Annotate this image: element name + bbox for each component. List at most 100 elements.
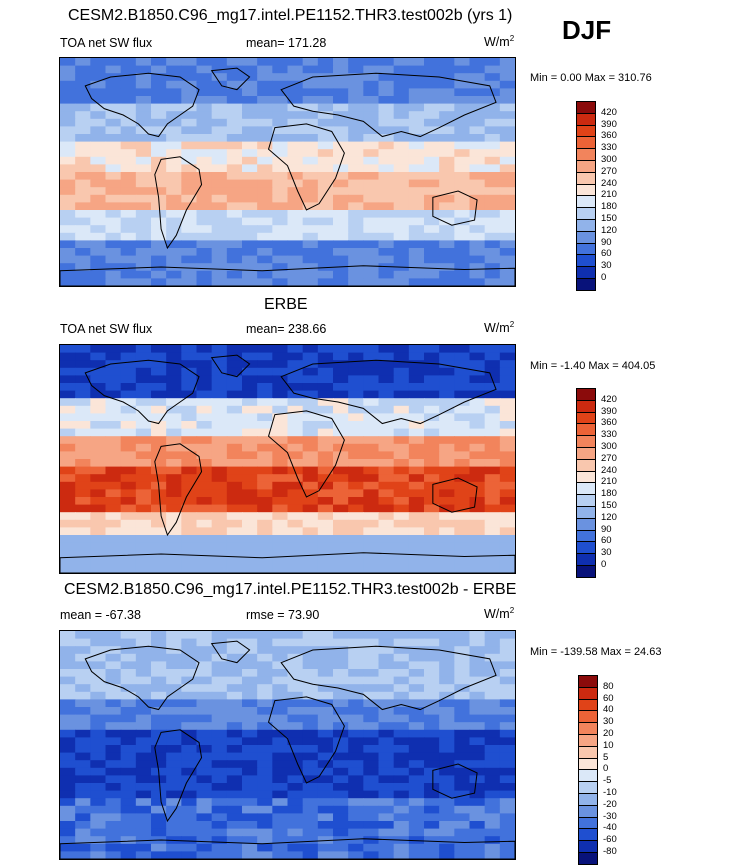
field-cell	[226, 481, 243, 491]
field-cell	[257, 217, 273, 226]
field-cell	[484, 217, 501, 226]
field-cell	[499, 111, 515, 120]
field-cell	[408, 565, 425, 573]
field-cell	[317, 813, 334, 822]
field-cell	[348, 565, 364, 573]
field-cell	[499, 225, 515, 234]
field-cell	[363, 459, 380, 468]
field-cell	[408, 352, 425, 361]
field-cell	[348, 459, 364, 468]
field-cell	[333, 783, 349, 792]
field-cell	[424, 669, 440, 678]
field-cell	[317, 459, 334, 468]
field-cell	[317, 126, 334, 135]
field-cell	[257, 691, 273, 701]
field-cell	[499, 232, 515, 242]
field-cell	[105, 459, 122, 468]
field-cell	[424, 225, 440, 234]
field-cell	[302, 240, 319, 249]
field-cell	[196, 669, 213, 678]
field-cell	[135, 745, 152, 754]
field-cell	[424, 179, 440, 188]
field-cell	[242, 225, 258, 234]
field-cell	[287, 390, 304, 399]
field-cell	[317, 390, 334, 399]
field-cell	[469, 436, 486, 445]
field-cell	[348, 103, 364, 112]
field-cell	[393, 729, 410, 739]
field-cell	[90, 783, 107, 792]
field-cell	[439, 767, 455, 777]
field-cell	[151, 798, 167, 807]
field-cell	[272, 179, 289, 188]
field-cell	[181, 405, 198, 415]
field-cell	[287, 676, 304, 685]
field-cell	[393, 565, 410, 573]
field-cell	[302, 504, 319, 513]
field-cell	[60, 149, 76, 158]
field-cell	[60, 745, 76, 754]
field-cell	[439, 179, 455, 188]
field-cell	[439, 527, 455, 536]
field-cell	[242, 836, 258, 845]
field-cell	[378, 375, 395, 384]
field-cell	[484, 565, 501, 573]
field-cell	[302, 676, 319, 685]
field-cell	[75, 557, 91, 567]
field-cell	[287, 428, 304, 437]
field-cell	[424, 707, 440, 716]
field-cell	[135, 202, 152, 211]
field-cell	[378, 352, 395, 361]
field-cell	[120, 194, 137, 204]
field-cell	[484, 722, 501, 731]
field-cell	[60, 542, 76, 551]
field-cell	[196, 459, 213, 468]
panel-model-units: W/m2	[484, 34, 515, 50]
field-cell	[363, 352, 380, 361]
field-cell	[499, 156, 515, 166]
field-cell	[120, 653, 137, 663]
field-cell	[439, 459, 455, 468]
field-cell	[196, 481, 213, 491]
field-cell	[333, 248, 349, 257]
field-cell	[439, 707, 455, 716]
field-cell	[211, 263, 228, 272]
field-cell	[317, 661, 334, 670]
field-cell	[499, 421, 515, 430]
field-cell	[90, 813, 107, 822]
field-cell	[151, 565, 167, 573]
field-cell	[302, 512, 319, 521]
field-cell	[196, 390, 213, 399]
field-cell	[333, 466, 349, 475]
field-cell	[105, 210, 122, 219]
field-cell	[348, 436, 364, 445]
field-cell	[454, 497, 471, 506]
field-cell	[499, 836, 515, 845]
field-cell	[242, 398, 258, 407]
field-cell	[166, 631, 182, 640]
field-cell	[333, 149, 349, 158]
field-cell	[151, 134, 167, 143]
field-cell	[120, 225, 137, 234]
field-cell	[287, 58, 304, 67]
field-cell	[226, 73, 243, 82]
field-cell	[242, 278, 258, 286]
field-cell	[302, 352, 319, 361]
field-cell	[499, 661, 515, 670]
field-cell	[393, 436, 410, 445]
field-cell	[135, 217, 152, 226]
field-cell	[135, 646, 152, 655]
field-cell	[75, 255, 91, 264]
field-cell	[378, 88, 395, 97]
field-cell	[302, 451, 319, 460]
field-cell	[287, 481, 304, 491]
field-cell	[317, 760, 334, 769]
field-cell	[424, 118, 440, 128]
field-cell	[408, 58, 425, 67]
field-cell	[424, 270, 440, 280]
field-cell	[196, 263, 213, 272]
field-cell	[378, 631, 395, 640]
field-cell	[317, 255, 334, 264]
field-cell	[439, 646, 455, 655]
field-cell	[196, 851, 213, 859]
